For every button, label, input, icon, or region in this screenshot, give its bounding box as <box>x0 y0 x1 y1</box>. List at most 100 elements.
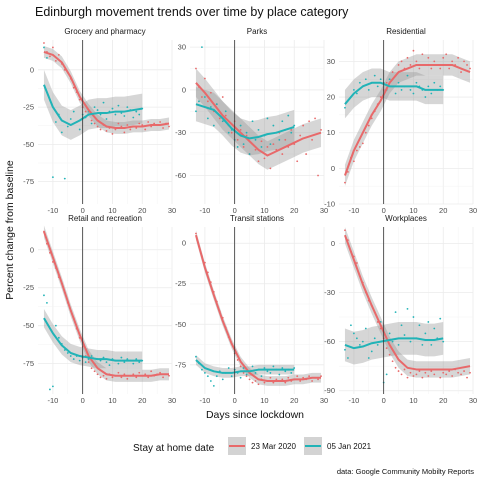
data-point-series-2 <box>46 56 48 59</box>
data-point-series-1 <box>90 119 93 122</box>
data-point-series-2 <box>201 46 203 49</box>
data-point-series-1 <box>299 134 302 137</box>
data-point-series-1 <box>275 378 278 381</box>
smooth-line-series-2 <box>344 81 444 105</box>
data-point-series-1 <box>418 67 421 70</box>
x-tick-label: -10 <box>199 206 210 215</box>
legend-key-series-2: 05 Jan 2021 <box>304 437 372 455</box>
data-point-series-1 <box>433 60 436 63</box>
legend-label-series-1: 23 Mar 2020 <box>251 442 296 451</box>
data-point-series-2 <box>102 356 105 359</box>
data-point-series-1 <box>159 121 161 123</box>
data-point-series-2 <box>132 362 135 365</box>
data-point-series-1 <box>290 128 293 131</box>
data-point-series-2 <box>284 370 287 373</box>
x-tick-label: 20 <box>439 396 447 405</box>
data-point-series-1 <box>263 381 266 384</box>
x-tick-label: 10 <box>108 396 116 405</box>
data-point-series-1 <box>230 131 233 134</box>
panel-title: Workplaces <box>385 214 427 223</box>
data-point-series-2 <box>358 343 361 346</box>
data-point-series-2 <box>394 311 397 314</box>
data-point-series-2 <box>126 358 129 360</box>
data-point-series-2 <box>245 131 248 134</box>
data-point-series-2 <box>412 92 415 95</box>
data-point-series-2 <box>221 120 224 123</box>
panel-title: Parks <box>247 27 267 36</box>
data-point-series-1 <box>245 134 248 137</box>
legend: Stay at home date 23 Mar 2020 05 Jan 202… <box>133 437 372 455</box>
data-point-series-2 <box>376 85 379 88</box>
data-point-series-2 <box>236 146 239 148</box>
data-point-series-1 <box>361 142 364 145</box>
data-point-series-1 <box>51 46 54 49</box>
data-point-series-2 <box>99 113 102 116</box>
data-point-series-1 <box>397 370 400 372</box>
data-point-series-1 <box>317 174 319 177</box>
data-point-series-2 <box>347 357 349 359</box>
data-point-series-2 <box>424 332 427 335</box>
data-point-series-1 <box>430 67 433 70</box>
data-point-series-1 <box>358 146 361 148</box>
data-point-series-1 <box>415 60 418 63</box>
data-point-series-1 <box>344 181 346 184</box>
smooth-line-series-2 <box>43 84 143 126</box>
data-point-series-2 <box>415 81 418 84</box>
data-point-series-1 <box>463 60 465 63</box>
data-point-series-1 <box>153 122 156 125</box>
data-point-series-1 <box>281 153 284 155</box>
x-tick-label: 20 <box>138 396 146 405</box>
data-point-series-2 <box>272 124 275 127</box>
data-point-series-1 <box>239 128 242 131</box>
confidence-band-series-2 <box>344 68 444 119</box>
data-point-series-2 <box>239 124 242 127</box>
data-point-series-2 <box>433 327 436 330</box>
data-point-series-2 <box>421 343 424 346</box>
y-tick-label: -90 <box>324 386 335 395</box>
data-point-series-2 <box>344 348 346 351</box>
smooth-line-series-2 <box>195 359 295 374</box>
data-point-series-2 <box>138 361 141 364</box>
data-point-series-1 <box>168 125 170 128</box>
data-point-series-2 <box>209 380 212 382</box>
data-point-series-2 <box>105 118 108 120</box>
data-point-series-1 <box>269 167 272 170</box>
data-point-series-2 <box>266 117 269 120</box>
x-tick-label: 10 <box>260 396 268 405</box>
y-tick-label: 0 <box>182 239 186 248</box>
y-tick-label: -25 <box>175 279 186 288</box>
data-point-series-1 <box>460 373 462 376</box>
data-point-series-1 <box>195 232 197 235</box>
panel-title: Transit stations <box>230 214 284 223</box>
data-point-series-1 <box>308 120 311 123</box>
data-point-series-2 <box>227 131 230 134</box>
data-point-series-1 <box>102 374 105 377</box>
x-axis-title: Days since lockdown <box>206 409 304 421</box>
smooth-line-series-2 <box>195 103 295 140</box>
data-point-series-1 <box>296 375 299 378</box>
data-point-series-2 <box>290 131 293 134</box>
data-point-series-2 <box>266 370 269 373</box>
data-point-series-2 <box>403 334 406 336</box>
data-point-series-1 <box>132 373 135 376</box>
smooth-line-series-1 <box>43 50 170 129</box>
data-point-series-2 <box>69 118 72 120</box>
y-tick-label: -50 <box>23 140 34 149</box>
data-point-series-2 <box>248 153 251 155</box>
data-point-series-1 <box>90 367 93 370</box>
data-point-series-1 <box>388 353 391 356</box>
y-tick-label: 0 <box>331 164 335 173</box>
y-tick-label: -60 <box>324 337 335 346</box>
data-point-series-2 <box>400 89 403 91</box>
data-point-series-1 <box>150 370 153 373</box>
x-tick-label: -10 <box>348 206 359 215</box>
data-point-series-2 <box>99 359 102 362</box>
data-point-series-2 <box>397 343 400 346</box>
data-point-series-1 <box>87 361 90 364</box>
caption: data: Google Community Mobilty Reports <box>337 467 474 476</box>
data-point-series-1 <box>311 138 313 141</box>
data-point-series-1 <box>439 67 442 70</box>
data-point-series-2 <box>43 294 45 297</box>
data-point-series-1 <box>367 124 370 127</box>
data-point-series-1 <box>406 56 409 59</box>
